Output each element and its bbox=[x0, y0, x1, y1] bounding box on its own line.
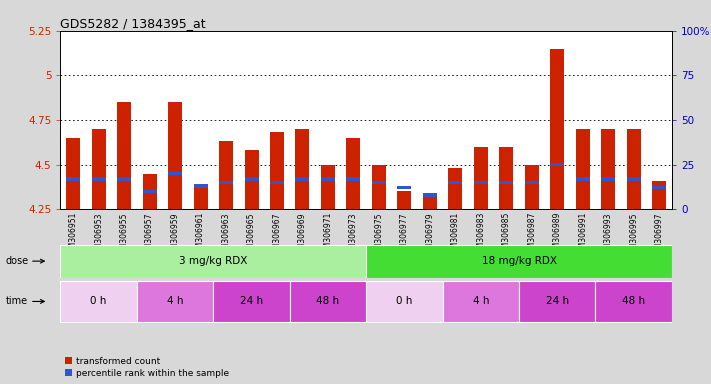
Text: 18 mg/kg RDX: 18 mg/kg RDX bbox=[481, 256, 557, 266]
Bar bbox=[499, 181, 513, 184]
Text: 4 h: 4 h bbox=[473, 296, 489, 306]
Bar bbox=[474, 147, 488, 209]
Bar bbox=[576, 177, 589, 180]
Bar bbox=[92, 129, 106, 209]
Bar bbox=[596, 281, 672, 322]
Bar bbox=[296, 177, 309, 180]
Bar bbox=[499, 147, 513, 209]
Text: dose: dose bbox=[6, 256, 29, 266]
Bar bbox=[519, 281, 596, 322]
Text: 0 h: 0 h bbox=[90, 296, 107, 306]
Bar bbox=[346, 138, 360, 209]
Bar bbox=[117, 102, 131, 209]
Bar bbox=[290, 281, 366, 322]
Bar bbox=[602, 129, 615, 209]
Bar bbox=[66, 177, 80, 180]
Bar bbox=[550, 48, 565, 209]
Bar bbox=[219, 181, 233, 184]
Bar bbox=[219, 141, 233, 209]
Bar bbox=[143, 174, 156, 209]
Bar bbox=[66, 138, 80, 209]
Bar bbox=[321, 165, 335, 209]
Bar bbox=[193, 184, 208, 188]
Bar bbox=[143, 190, 156, 193]
Text: 48 h: 48 h bbox=[316, 296, 340, 306]
Bar bbox=[449, 181, 462, 184]
Bar bbox=[168, 102, 182, 209]
Bar bbox=[525, 165, 539, 209]
Bar bbox=[442, 281, 519, 322]
Bar bbox=[423, 195, 437, 209]
Legend: transformed count, percentile rank within the sample: transformed count, percentile rank withi… bbox=[65, 357, 229, 377]
Bar bbox=[245, 151, 259, 209]
Bar bbox=[296, 129, 309, 209]
Bar bbox=[193, 186, 208, 209]
Bar bbox=[449, 168, 462, 209]
Bar bbox=[60, 245, 366, 278]
Bar bbox=[245, 177, 259, 180]
Bar bbox=[525, 181, 539, 184]
Bar bbox=[366, 245, 672, 278]
Text: 24 h: 24 h bbox=[240, 296, 263, 306]
Bar bbox=[626, 129, 641, 209]
Bar bbox=[602, 177, 615, 180]
Bar bbox=[346, 177, 360, 180]
Bar bbox=[117, 177, 131, 180]
Bar bbox=[60, 281, 137, 322]
Bar bbox=[270, 181, 284, 184]
Bar bbox=[372, 181, 386, 184]
Bar bbox=[270, 132, 284, 209]
Bar bbox=[474, 181, 488, 184]
Bar bbox=[423, 194, 437, 197]
Bar bbox=[92, 177, 106, 180]
Bar bbox=[168, 172, 182, 175]
Bar bbox=[137, 281, 213, 322]
Bar bbox=[213, 281, 290, 322]
Text: 24 h: 24 h bbox=[545, 296, 569, 306]
Bar bbox=[366, 281, 442, 322]
Text: GDS5282 / 1384395_at: GDS5282 / 1384395_at bbox=[60, 17, 206, 30]
Text: time: time bbox=[6, 296, 28, 306]
Text: 0 h: 0 h bbox=[396, 296, 412, 306]
Bar bbox=[652, 181, 666, 209]
Bar bbox=[321, 177, 335, 180]
Bar bbox=[626, 177, 641, 180]
Bar bbox=[550, 163, 565, 166]
Text: 3 mg/kg RDX: 3 mg/kg RDX bbox=[179, 256, 247, 266]
Bar bbox=[652, 186, 666, 189]
Bar bbox=[372, 165, 386, 209]
Text: 4 h: 4 h bbox=[167, 296, 183, 306]
Bar bbox=[576, 129, 589, 209]
Bar bbox=[397, 186, 412, 189]
Text: 48 h: 48 h bbox=[622, 296, 646, 306]
Bar bbox=[397, 192, 412, 209]
